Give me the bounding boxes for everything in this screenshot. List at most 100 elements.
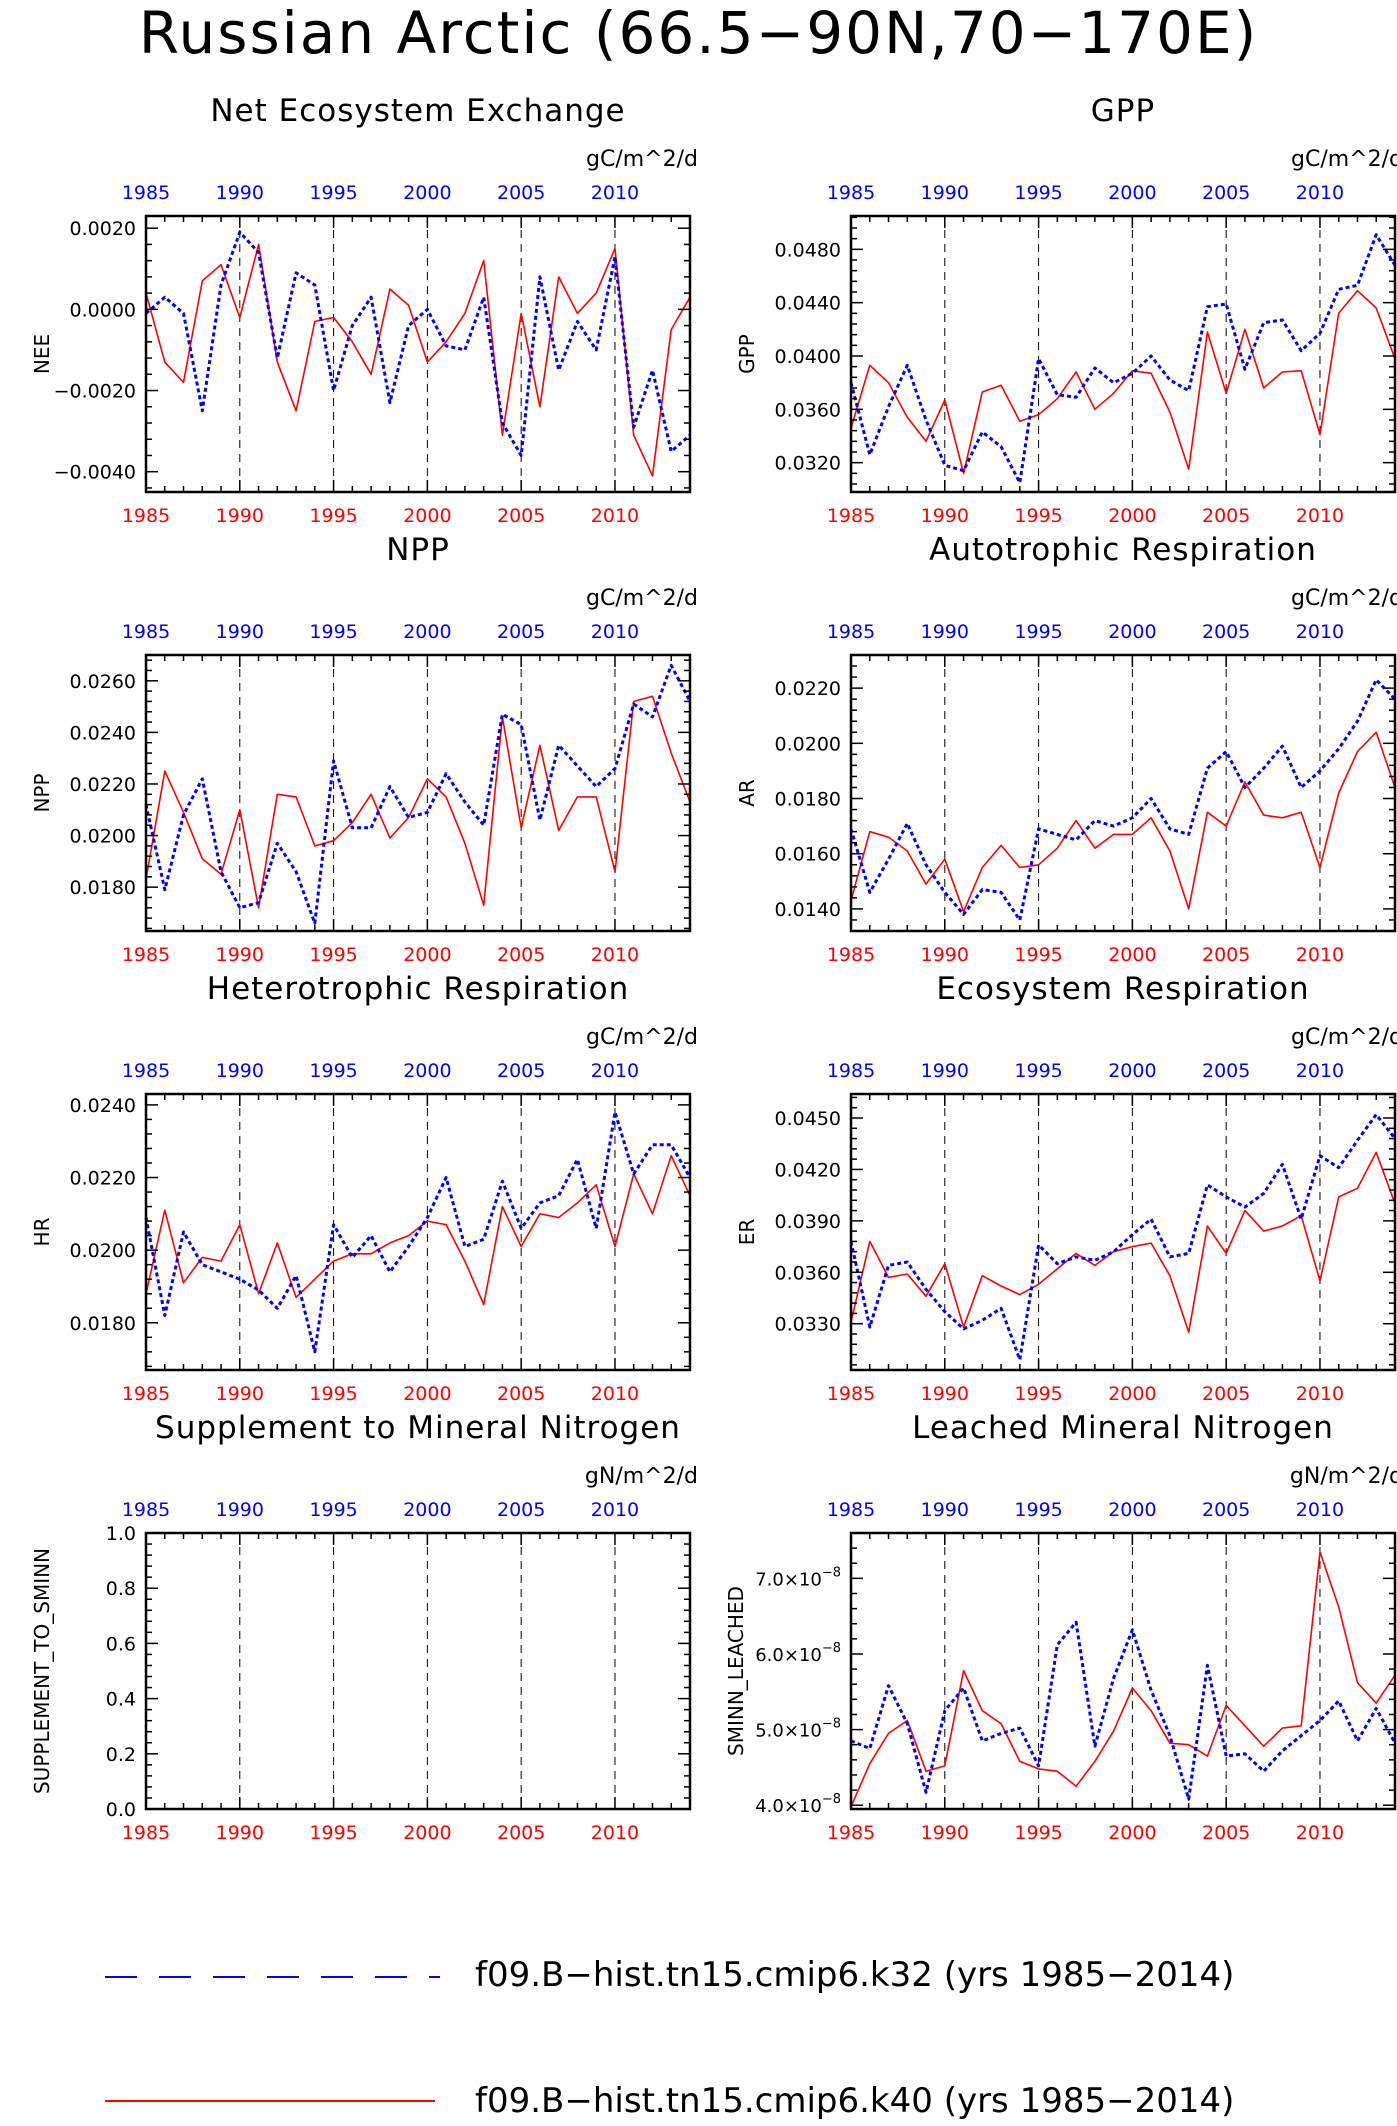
- axes-frame: [144, 653, 692, 933]
- axes-frame: [144, 1531, 692, 1811]
- legend-swatch-k32: [105, 1976, 440, 1978]
- y-tick-label: 0.0260: [70, 671, 136, 693]
- x-tick-label-top: 1990: [216, 1060, 264, 1082]
- y-axis-label: NEE: [30, 334, 54, 374]
- y-tick-label: 0.0180: [70, 877, 136, 899]
- x-tick-label-bottom: 1990: [216, 944, 264, 966]
- y-axis-label: SMINN_LEACHED: [724, 1586, 748, 1756]
- x-tick-label-top: 1995: [1014, 621, 1062, 643]
- y-tick-label: 0.0200: [70, 1240, 136, 1262]
- x-tick-label-bottom: 1985: [827, 505, 875, 527]
- y-axis-label: SUPPLEMENT_TO_SMINN: [30, 1548, 54, 1794]
- x-tick-label-top: 1985: [827, 1060, 875, 1082]
- y-tick-label: 0.0160: [775, 844, 841, 866]
- x-tick-label-bottom: 1985: [827, 1822, 875, 1844]
- chart-title: Net Ecosystem Exchange: [210, 93, 625, 129]
- x-tick-label-bottom: 1985: [122, 1822, 170, 1844]
- axes-frame: [849, 653, 1397, 933]
- y-tick-label: 0.8: [106, 1578, 136, 1600]
- y-tick-label: −0.0020: [54, 381, 136, 403]
- series-line-k32: [849, 678, 1397, 922]
- units-label: gC/m^2/d: [586, 586, 698, 611]
- y-tick-label: 0.0360: [775, 399, 841, 421]
- units-label: gC/m^2/d: [1291, 586, 1397, 611]
- series-line-k32: [850, 1620, 1397, 1801]
- x-tick-label-top: 1990: [216, 182, 264, 204]
- y-tick-label: 0.0220: [70, 774, 136, 796]
- x-tick-label-top: 1995: [1014, 182, 1062, 204]
- chart-gpp: GPP gC/m^2/d 1985 1985 1990 1990 1995 1995 2000 2…: [735, 93, 1397, 527]
- series-line-k32: [849, 1113, 1397, 1362]
- units-label: gC/m^2/d: [1291, 1025, 1397, 1050]
- x-tick-label-bottom: 2010: [1296, 505, 1344, 527]
- x-tick-label-bottom: 1985: [122, 944, 170, 966]
- y-tick-label: 5.0×10−8: [755, 1717, 841, 1742]
- x-tick-label-bottom: 2000: [1108, 1383, 1156, 1405]
- y-axis-label: NPP: [30, 773, 54, 812]
- y-tick-label: 0.0240: [70, 1095, 136, 1117]
- x-tick-label-top: 2005: [497, 1499, 545, 1521]
- x-tick-label-bottom: 2010: [591, 944, 639, 966]
- x-tick-label-top: 1995: [309, 1499, 357, 1521]
- x-tick-label-bottom: 1990: [216, 505, 264, 527]
- y-tick-label: 0.4: [106, 1689, 136, 1711]
- chart-title: Leached Mineral Nitrogen: [912, 1410, 1334, 1446]
- series-line-k40: [850, 1551, 1396, 1808]
- x-tick-label-top: 1985: [122, 1499, 170, 1521]
- x-tick-label-bottom: 1995: [1014, 1822, 1062, 1844]
- series-line-k32: [145, 230, 691, 457]
- x-tick-label-top: 1990: [921, 182, 969, 204]
- x-tick-label-top: 1995: [1014, 1499, 1062, 1521]
- x-tick-label-top: 2010: [591, 182, 639, 204]
- y-tick-label: 1.0: [106, 1523, 136, 1545]
- x-tick-label-bottom: 1990: [921, 505, 969, 527]
- series-line-k32: [144, 663, 692, 925]
- x-tick-label-bottom: 1995: [309, 1383, 357, 1405]
- x-tick-label-top: 1995: [309, 182, 357, 204]
- x-tick-label-bottom: 1990: [216, 1822, 264, 1844]
- x-tick-label-top: 1990: [921, 1060, 969, 1082]
- x-tick-label-bottom: 1995: [1014, 505, 1062, 527]
- chart-ecosystem-respiration: Ecosystem Respiration gC/m^2/d 1985 1985 199…: [735, 971, 1397, 1405]
- chart-title: NPP: [386, 532, 450, 568]
- y-tick-label: 7.0×10−8: [755, 1565, 841, 1590]
- x-tick-label-bottom: 2000: [1108, 1822, 1156, 1844]
- series-line-k40: [145, 695, 691, 909]
- x-tick-label-top: 2005: [1202, 1499, 1250, 1521]
- x-tick-label-top: 2000: [1108, 1499, 1156, 1521]
- x-tick-label-bottom: 2000: [1108, 505, 1156, 527]
- chart-title: Heterotrophic Respiration: [207, 971, 629, 1007]
- x-tick-label-top: 2005: [1202, 182, 1250, 204]
- axes-frame: [849, 1531, 1397, 1811]
- x-tick-label-bottom: 1995: [1014, 944, 1062, 966]
- y-tick-label: 0.0480: [775, 239, 841, 261]
- x-tick-label-top: 1990: [216, 621, 264, 643]
- x-tick-label-top: 1985: [122, 621, 170, 643]
- x-tick-label-bottom: 2005: [497, 1383, 545, 1405]
- series-line-k32: [849, 233, 1397, 485]
- x-tick-label-top: 2010: [1296, 621, 1344, 643]
- y-tick-label: 0.0240: [70, 722, 136, 744]
- x-tick-label-top: 2005: [1202, 621, 1250, 643]
- y-tick-label: 0.0330: [775, 1314, 841, 1336]
- x-tick-label-bottom: 2005: [1202, 1383, 1250, 1405]
- x-tick-label-top: 2010: [591, 621, 639, 643]
- x-tick-label-bottom: 2010: [591, 505, 639, 527]
- y-tick-label: 0.0180: [775, 789, 841, 811]
- x-tick-label-top: 2000: [1108, 621, 1156, 643]
- y-axis-label: AR: [735, 779, 759, 807]
- series-line-k40: [145, 243, 691, 477]
- x-tick-label-top: 1990: [921, 621, 969, 643]
- series-line-k40: [850, 1151, 1396, 1334]
- y-tick-label: 0.0220: [70, 1168, 136, 1190]
- chart-heterotrophic-respiration: Heterotrophic Respiration gC/m^2/d 1985 198…: [30, 971, 698, 1405]
- x-tick-label-bottom: 1995: [309, 944, 357, 966]
- x-tick-label-top: 2005: [497, 182, 545, 204]
- x-tick-label-top: 1995: [309, 621, 357, 643]
- chart-title: GPP: [1091, 93, 1155, 129]
- x-tick-label-top: 2000: [1108, 182, 1156, 204]
- x-tick-label-top: 2000: [403, 1060, 451, 1082]
- x-tick-label-bottom: 1985: [122, 505, 170, 527]
- chart-npp: NPP gC/m^2/d 1985 1985 1990 1990 1995 1995 2000 2…: [30, 532, 698, 966]
